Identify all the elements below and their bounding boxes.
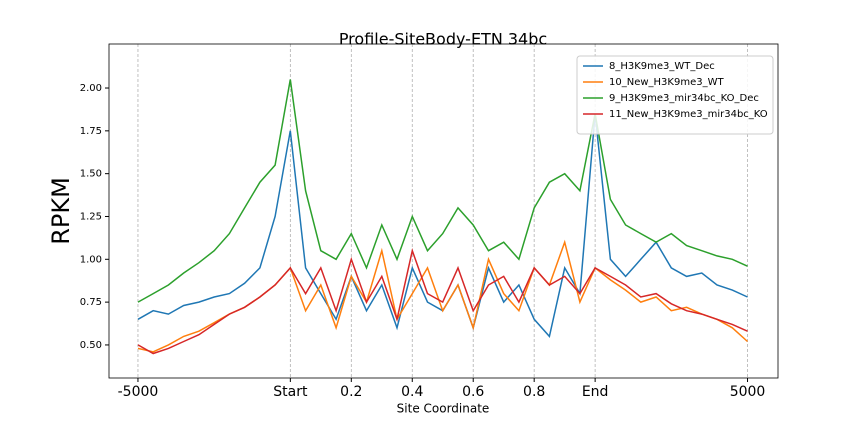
y-tick-label: 0.50	[80, 340, 102, 351]
legend-label: 8_H3K9me3_WT_Dec	[609, 61, 715, 72]
data-line	[137, 79, 748, 303]
x-tick-label: 0.4	[401, 384, 423, 400]
x-tick-label: 0.6	[462, 384, 484, 400]
legend-label: 10_New_H3K9me3_WT	[609, 77, 724, 88]
y-axis-label: RPKM	[47, 177, 75, 245]
legend-label: 11_New_H3K9me3_mir34bc_KO	[609, 109, 768, 120]
x-tick-label: 0.2	[340, 384, 362, 400]
y-tick-label: 0.75	[80, 297, 102, 308]
x-tick-label: 0.8	[523, 384, 545, 400]
x-tick-label: -5000	[118, 384, 159, 400]
legend-box	[576, 55, 774, 135]
x-tick-label: Start	[273, 384, 308, 400]
y-tick-label: 1.50	[80, 169, 102, 180]
y-tick-label: 1.75	[80, 126, 102, 137]
legend-label: 9_H3K9me3_mir34bc_KO_Dec	[609, 93, 759, 104]
axes-frame	[108, 43, 779, 379]
x-tick-label: End	[582, 384, 609, 400]
y-tick-label: 2.00	[80, 83, 102, 94]
x-tick-label: 5000	[730, 384, 766, 400]
y-tick-label: 1.00	[80, 254, 102, 265]
x-axis-label: Site Coordinate	[397, 402, 490, 416]
data-line	[137, 247, 748, 355]
y-tick-label: 1.25	[80, 211, 102, 222]
chart-title: Profile-SiteBody-ETN 34bc	[339, 30, 547, 49]
